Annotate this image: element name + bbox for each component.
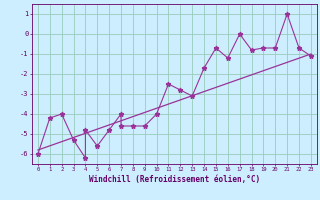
- X-axis label: Windchill (Refroidissement éolien,°C): Windchill (Refroidissement éolien,°C): [89, 175, 260, 184]
